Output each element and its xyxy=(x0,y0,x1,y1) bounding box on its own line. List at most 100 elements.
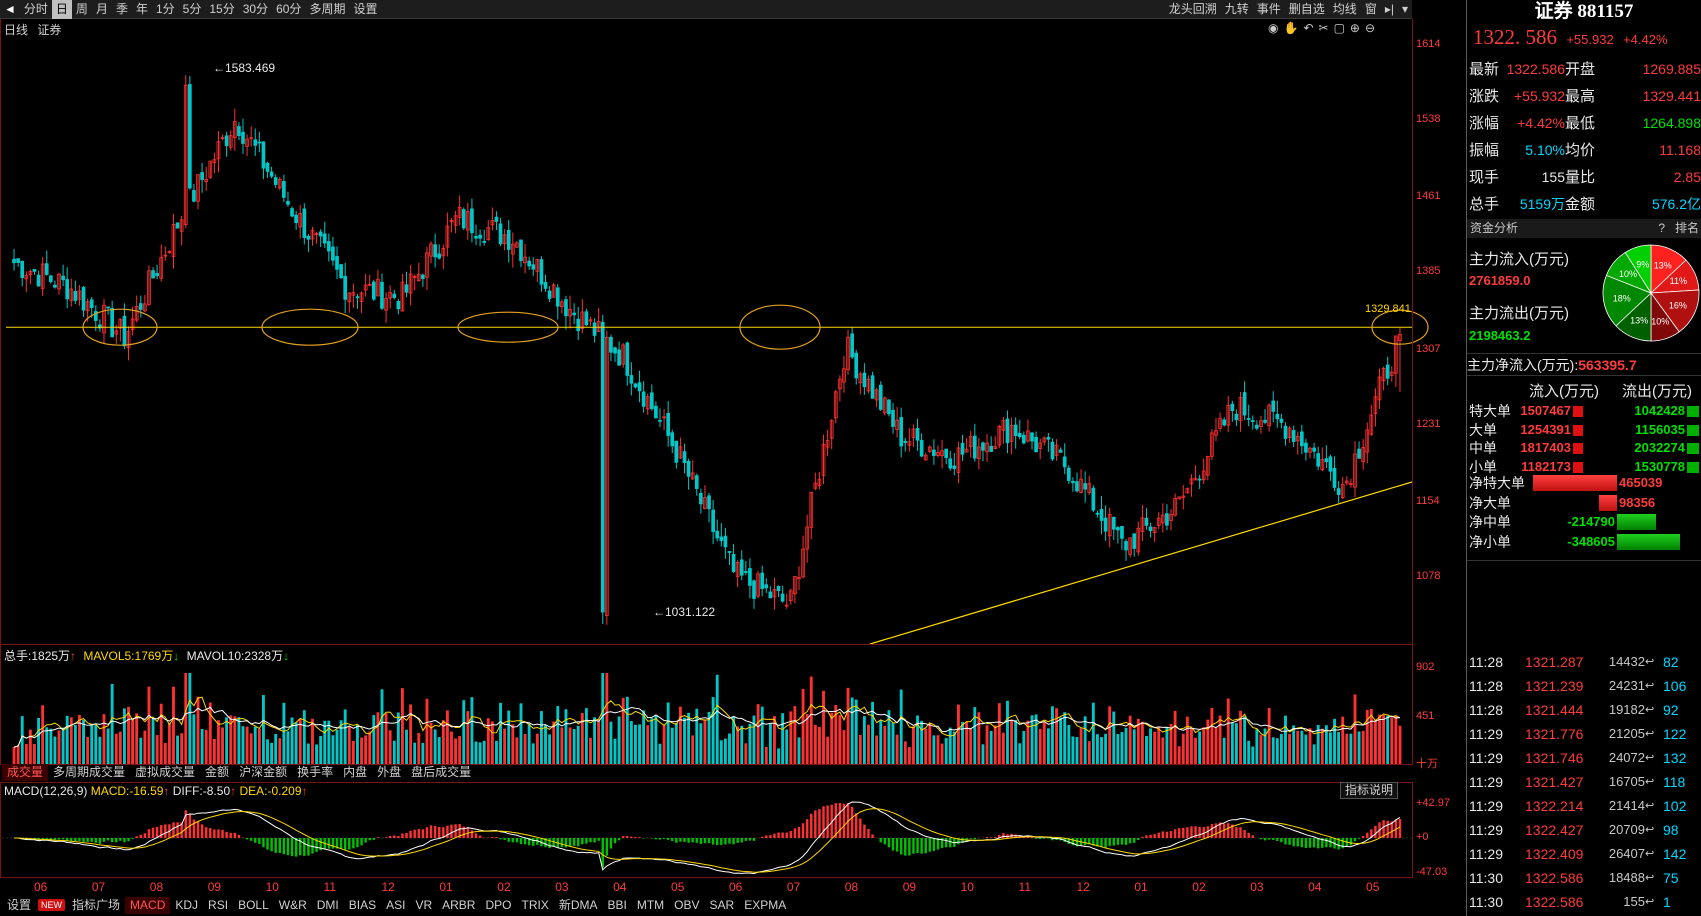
volume-bar xyxy=(1329,732,1332,764)
period-tab-12[interactable]: 设置 xyxy=(353,1,378,16)
fund-help-button[interactable]: ? xyxy=(1658,221,1665,235)
period-tab-3[interactable]: 月 xyxy=(95,1,108,16)
x-month-tick: 12 xyxy=(381,880,395,894)
volume-bar xyxy=(768,723,772,764)
indicator-tab-4[interactable]: 沪深金额 xyxy=(239,765,288,779)
quote-row: 总手 5159万 金额 576.2亿 xyxy=(1467,191,1701,218)
toolbar-right-item-0[interactable]: 龙头回溯 xyxy=(1168,2,1217,16)
toolbar-right-item-1[interactable]: 九转 xyxy=(1224,2,1249,16)
bottom-tab-4[interactable]: KDJ xyxy=(175,897,199,912)
bottom-tab-7[interactable]: W&R xyxy=(278,897,307,912)
zoom-in-icon[interactable]: ⊕ xyxy=(1349,21,1360,35)
lock-icon[interactable]: ▢ xyxy=(1333,21,1345,35)
candle xyxy=(1238,391,1243,432)
bottom-tab-8[interactable]: DMI xyxy=(316,897,339,912)
candle xyxy=(167,250,172,254)
indicator-tab-2[interactable]: 虚拟成交量 xyxy=(135,765,196,779)
period-tab-8[interactable]: 15分 xyxy=(209,1,235,16)
eye-icon[interactable]: ◉ xyxy=(1268,21,1279,35)
volume-y-tick: 902 xyxy=(1416,661,1435,673)
toolbar-back-icon[interactable]: ◄ xyxy=(4,1,16,16)
period-tab-9[interactable]: 30分 xyxy=(242,1,269,16)
period-tab-0[interactable]: 分时 xyxy=(23,1,48,16)
bottom-tab-2[interactable]: 指标广场 xyxy=(72,897,121,912)
bottom-tab-20[interactable]: EXPMA xyxy=(744,897,787,912)
diff-value: -8.50 xyxy=(202,784,231,798)
volume-bar xyxy=(797,737,801,764)
bottom-tab-5[interactable]: RSI xyxy=(208,897,229,912)
bottom-tab-0[interactable]: 设置 xyxy=(7,897,32,912)
bottom-tab-9[interactable]: BIAS xyxy=(348,897,377,912)
scissors-icon[interactable]: ✂ xyxy=(1318,21,1329,35)
volume-bar xyxy=(1022,731,1026,764)
candle xyxy=(883,396,887,416)
bottom-tab-1[interactable]: NEW xyxy=(38,899,66,911)
indicator-tab-6[interactable]: 内盘 xyxy=(343,765,368,779)
main-net-label: 主力净流入(万元): xyxy=(1467,357,1579,373)
expand-icon[interactable]: ▸| xyxy=(1384,2,1394,16)
macd-chart[interactable] xyxy=(2,801,1412,875)
bottom-tab-19[interactable]: SAR xyxy=(709,897,735,912)
bottom-tab-16[interactable]: BBI xyxy=(607,897,627,912)
hand-icon[interactable]: ✋ xyxy=(1283,21,1299,35)
toolbar-right-item-2[interactable]: 事件 xyxy=(1256,2,1281,16)
tick-time: 11:29 xyxy=(1469,846,1503,862)
period-tab-10[interactable]: 60分 xyxy=(276,1,302,16)
indicator-tab-5[interactable]: 换手率 xyxy=(297,765,334,779)
bottom-tab-6[interactable]: BOLL xyxy=(238,897,269,912)
period-tab-11[interactable]: 多周期 xyxy=(309,1,346,16)
indicator-tab-0[interactable]: 成交量 xyxy=(2,764,49,781)
period-tab-1[interactable]: 日 xyxy=(51,0,72,19)
candle xyxy=(547,285,552,303)
quote-value: 5159万 xyxy=(1519,196,1565,212)
candle xyxy=(363,273,368,297)
period-tab-5[interactable]: 年 xyxy=(135,1,148,16)
fund-rank-button[interactable]: 排名 xyxy=(1674,221,1699,235)
volume-bar xyxy=(973,707,977,764)
period-tab-7[interactable]: 5分 xyxy=(182,1,202,16)
price-chart[interactable] xyxy=(6,75,1429,645)
zoom-out-icon[interactable]: ⊖ xyxy=(1364,21,1376,35)
x-month-tick: 11 xyxy=(323,880,336,894)
bottom-tab-3[interactable]: MACD xyxy=(125,896,171,914)
candle xyxy=(253,128,258,156)
candle xyxy=(1328,454,1333,481)
period-tab-4[interactable]: 季 xyxy=(115,1,128,16)
volume-bar xyxy=(1373,721,1377,764)
indicator-tab-1[interactable]: 多周期成交量 xyxy=(53,765,126,779)
toolbar-right-item-3[interactable]: 删自选 xyxy=(1288,2,1325,16)
dropdown-icon[interactable]: ▾ xyxy=(1401,2,1408,16)
tick-time: 11:30 xyxy=(1469,894,1503,910)
bottom-tab-17[interactable]: MTM xyxy=(636,897,665,912)
indicator-tab-3[interactable]: 金额 xyxy=(205,765,230,779)
highlight-ellipse xyxy=(261,308,359,346)
macd-y-tick: +0 xyxy=(1416,831,1429,843)
candle xyxy=(621,342,626,368)
bottom-tab-11[interactable]: VR xyxy=(415,897,433,912)
bottom-tab-10[interactable]: ASI xyxy=(386,897,406,912)
candle xyxy=(282,174,286,203)
volume-bar xyxy=(678,706,682,764)
toolbar-right-item-5[interactable]: 窗 xyxy=(1364,2,1377,16)
period-tab-6[interactable]: 1分 xyxy=(155,1,175,16)
candle xyxy=(1201,458,1206,485)
indicator-help-button[interactable]: 指标说明 xyxy=(1340,782,1399,799)
tick-arrow-icon: ↩ xyxy=(1645,824,1655,836)
bottom-tab-12[interactable]: ARBR xyxy=(442,897,476,912)
bottom-tab-18[interactable]: OBV xyxy=(674,897,700,912)
candle xyxy=(1246,404,1251,427)
volume-bar xyxy=(474,741,478,764)
undo-icon[interactable]: ↶ xyxy=(1303,21,1314,35)
period-tab-2[interactable]: 周 xyxy=(75,1,88,16)
indicator-tab-8[interactable]: 盘后成交量 xyxy=(411,765,472,779)
bottom-tab-15[interactable]: 新DMA xyxy=(558,897,598,912)
volume-chart[interactable] xyxy=(12,673,1402,764)
tick-time: 11:28 xyxy=(1469,678,1503,694)
candle xyxy=(1242,381,1247,421)
toolbar-right-item-4[interactable]: 均线 xyxy=(1332,2,1357,16)
volume-bar xyxy=(143,730,147,764)
bottom-tab-14[interactable]: TRIX xyxy=(521,897,549,912)
bottom-tab-13[interactable]: DPO xyxy=(485,897,512,912)
tick-price: 1321.776 xyxy=(1525,726,1584,742)
indicator-tab-7[interactable]: 外盘 xyxy=(377,765,402,779)
